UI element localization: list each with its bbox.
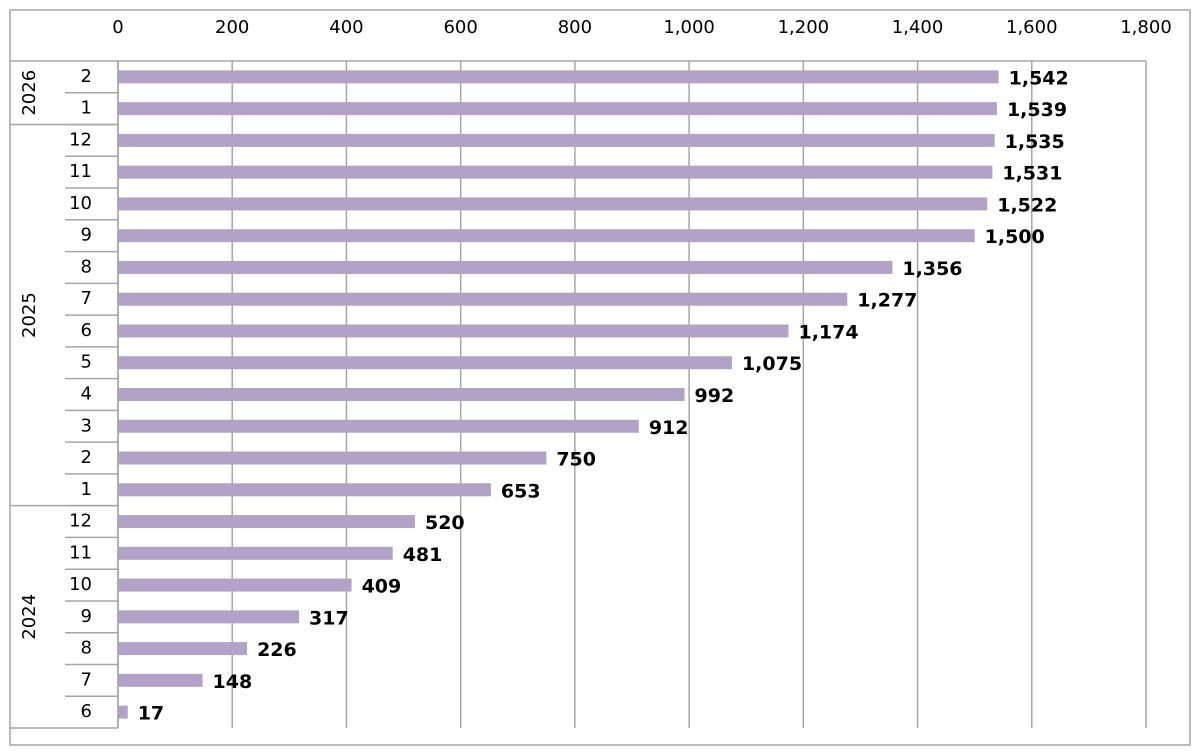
bar: [118, 102, 997, 116]
value-label: 1,277: [857, 290, 917, 312]
bar: [118, 388, 685, 401]
bar: [118, 356, 732, 370]
x-tick-label: 400: [329, 17, 363, 38]
category-label: 2: [81, 447, 92, 468]
value-label: 1,531: [1002, 163, 1062, 185]
value-label: 1,500: [985, 226, 1045, 248]
category-label: 6: [81, 701, 92, 722]
value-label: 1,542: [1009, 67, 1069, 89]
bar: [118, 705, 128, 719]
bar: [118, 133, 995, 147]
bar: [118, 546, 393, 560]
category-label: 12: [69, 511, 92, 532]
value-label: 1,356: [902, 258, 962, 280]
x-tick-label: 1,200: [778, 17, 830, 38]
category-label: 7: [81, 288, 92, 309]
value-label: 17: [138, 703, 164, 725]
x-tick-label: 800: [558, 17, 592, 38]
bar: [118, 578, 352, 592]
value-label: 317: [309, 607, 349, 629]
category-label: 9: [81, 606, 92, 627]
value-label: 750: [556, 449, 596, 471]
chart-border: [9, 9, 1191, 746]
category-label: 11: [69, 161, 92, 182]
category-label: 6: [81, 320, 92, 341]
bar: [118, 642, 248, 656]
x-tick-label: 200: [215, 17, 249, 38]
group-label: 2024: [19, 594, 40, 640]
bar: [118, 451, 547, 465]
value-label: 148: [213, 671, 253, 693]
category-label: 10: [69, 193, 92, 214]
category-label: 9: [81, 225, 92, 246]
category-label: 7: [81, 669, 92, 690]
value-label: 481: [403, 544, 443, 566]
x-tick-label: 1,400: [892, 17, 944, 38]
category-label: 8: [81, 256, 92, 277]
bar: [118, 515, 415, 529]
bar: [118, 70, 999, 84]
x-tick-label: 1,600: [1006, 17, 1058, 38]
category-label: 1: [81, 479, 92, 500]
bar: [118, 483, 491, 497]
value-label: 226: [257, 639, 297, 661]
x-tick-label: 1,000: [663, 17, 715, 38]
bar: [118, 324, 789, 338]
bar: [118, 673, 203, 687]
category-label: 3: [81, 415, 92, 436]
bar: [118, 165, 993, 179]
x-tick-label: 0: [112, 17, 123, 38]
category-label: 8: [81, 638, 92, 659]
group-label: 2026: [19, 70, 40, 116]
bar: [118, 610, 300, 624]
value-label: 1,522: [997, 194, 1057, 216]
x-tick-label: 1,800: [1120, 17, 1172, 38]
value-label: 1,174: [798, 321, 858, 343]
bar: [118, 292, 848, 306]
bar: [118, 260, 893, 274]
value-label: 653: [501, 480, 541, 502]
category-label: 10: [69, 574, 92, 595]
category-label: 5: [81, 352, 92, 373]
value-label: 409: [362, 576, 402, 598]
group-label: 2025: [19, 292, 40, 338]
value-label: 1,075: [742, 353, 802, 375]
category-label: 11: [69, 542, 92, 563]
category-label: 4: [81, 384, 92, 405]
value-label: 992: [695, 385, 735, 407]
category-label: 1: [81, 98, 92, 119]
bar: [118, 197, 988, 211]
value-label: 1,535: [1005, 131, 1065, 153]
category-label: 2: [81, 66, 92, 87]
bar: [118, 419, 639, 433]
category-label: 12: [69, 129, 92, 150]
value-label: 1,539: [1007, 99, 1067, 121]
x-tick-label: 600: [443, 17, 477, 38]
bar: [118, 229, 975, 243]
value-label: 912: [649, 417, 689, 439]
value-label: 520: [425, 512, 465, 534]
